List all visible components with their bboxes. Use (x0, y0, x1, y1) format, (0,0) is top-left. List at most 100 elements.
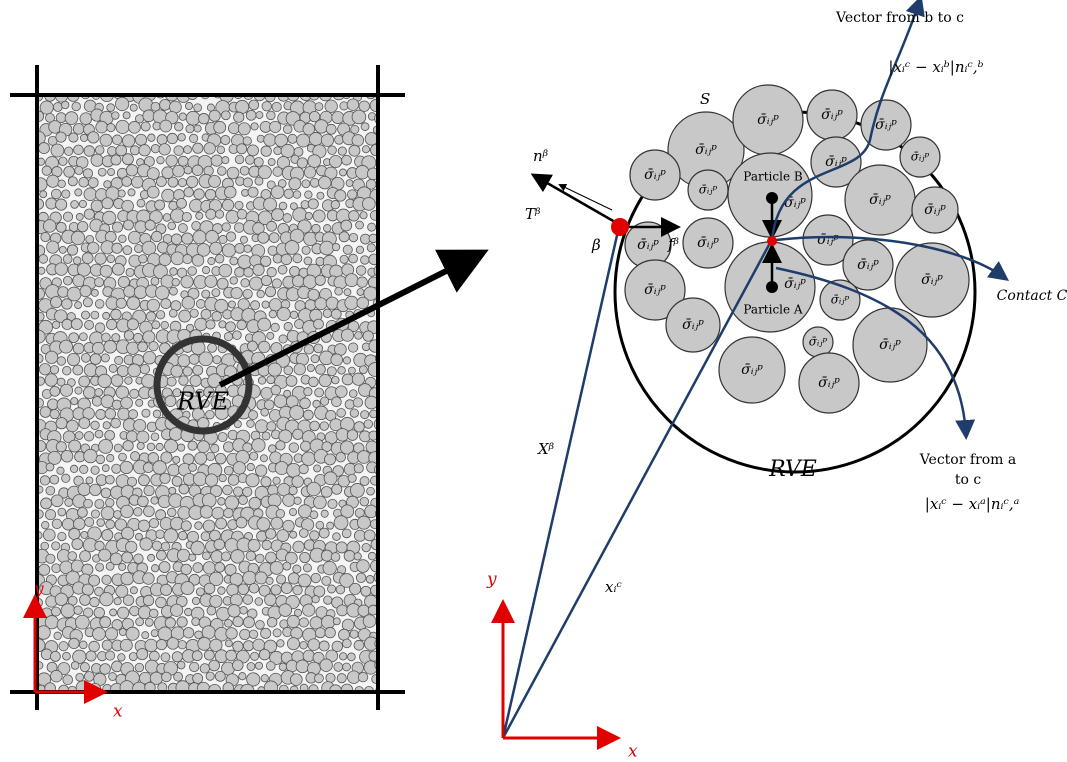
grain (46, 554, 55, 563)
grain (95, 253, 106, 264)
particle-stress-label: σ̄ᵢⱼᵖ (921, 272, 943, 288)
grain (360, 212, 367, 219)
grain (80, 465, 88, 473)
grain (184, 608, 191, 615)
grain (106, 562, 114, 570)
grain (333, 533, 341, 541)
grain (130, 452, 139, 461)
grain (187, 531, 198, 542)
grain (332, 376, 340, 384)
grain (294, 363, 305, 374)
grain (281, 254, 292, 265)
grain (226, 650, 237, 661)
grain (357, 560, 370, 573)
grain (320, 241, 334, 255)
grain (143, 573, 155, 585)
grain (138, 520, 149, 531)
grain (124, 331, 134, 341)
particle-stress-label: σ̄ᵢⱼᵖ (682, 317, 704, 333)
grain (138, 475, 149, 486)
grain (315, 298, 327, 310)
grain (244, 268, 253, 277)
grain (123, 112, 130, 119)
grain (357, 297, 369, 309)
grain (70, 465, 77, 472)
grain (118, 654, 125, 661)
particle-stress-label: σ̄ᵢⱼᵖ (817, 232, 839, 248)
grain (114, 444, 122, 452)
grain (215, 562, 225, 572)
grain (103, 312, 110, 319)
position-label: xᵢᶜ (605, 578, 622, 596)
grain (226, 232, 235, 241)
grain (182, 233, 193, 244)
grain (160, 473, 170, 483)
particle-stress-label: σ̄ᵢⱼᵖ (644, 282, 666, 298)
grain (95, 389, 103, 397)
grain (39, 364, 50, 375)
grain (208, 175, 220, 187)
grain (267, 221, 277, 231)
grain (40, 476, 49, 485)
grain (130, 146, 139, 155)
grain (156, 311, 164, 319)
grain (206, 320, 215, 329)
grain (76, 673, 84, 681)
grain (356, 266, 366, 276)
grain (138, 342, 148, 352)
grain (178, 355, 190, 367)
grain (100, 134, 112, 146)
grain (192, 597, 199, 604)
grain (255, 420, 268, 433)
grain (313, 496, 326, 509)
grain (177, 549, 189, 561)
grain (62, 319, 72, 329)
grain (151, 277, 159, 285)
grain (320, 397, 328, 405)
grain (290, 406, 304, 420)
grain (311, 573, 320, 582)
annotation: Vector from b to c (835, 10, 964, 26)
grain (316, 521, 324, 529)
grain (268, 445, 276, 453)
grain (84, 672, 94, 682)
grain (209, 660, 220, 671)
grain (137, 648, 148, 659)
grain (292, 476, 304, 488)
grain (81, 311, 89, 319)
grain (293, 191, 301, 199)
grain (231, 550, 244, 563)
grain (155, 200, 165, 210)
grain (264, 134, 276, 146)
grain (243, 617, 254, 628)
grain (112, 112, 120, 120)
grain (190, 375, 201, 386)
grain (95, 323, 105, 333)
grain (206, 209, 216, 219)
particle-stress-label: σ̄ᵢⱼᵖ (831, 293, 850, 307)
grain (293, 565, 301, 573)
grain (73, 257, 81, 265)
grain (243, 595, 253, 605)
grain (361, 410, 369, 418)
grain (320, 659, 332, 671)
grain (88, 242, 99, 253)
grain (258, 232, 269, 243)
grain (107, 255, 115, 263)
grain (224, 619, 232, 627)
grain (226, 628, 238, 640)
grain (91, 311, 99, 319)
grain (71, 662, 79, 670)
grain (69, 638, 79, 648)
grain (116, 120, 129, 133)
grain (171, 604, 183, 616)
grain (336, 386, 348, 398)
grain (74, 145, 84, 155)
grain (261, 256, 271, 266)
grain (231, 287, 242, 298)
grain (358, 672, 368, 682)
grain (354, 553, 361, 560)
grain (300, 642, 308, 650)
grain (105, 430, 115, 440)
grain (77, 221, 87, 231)
